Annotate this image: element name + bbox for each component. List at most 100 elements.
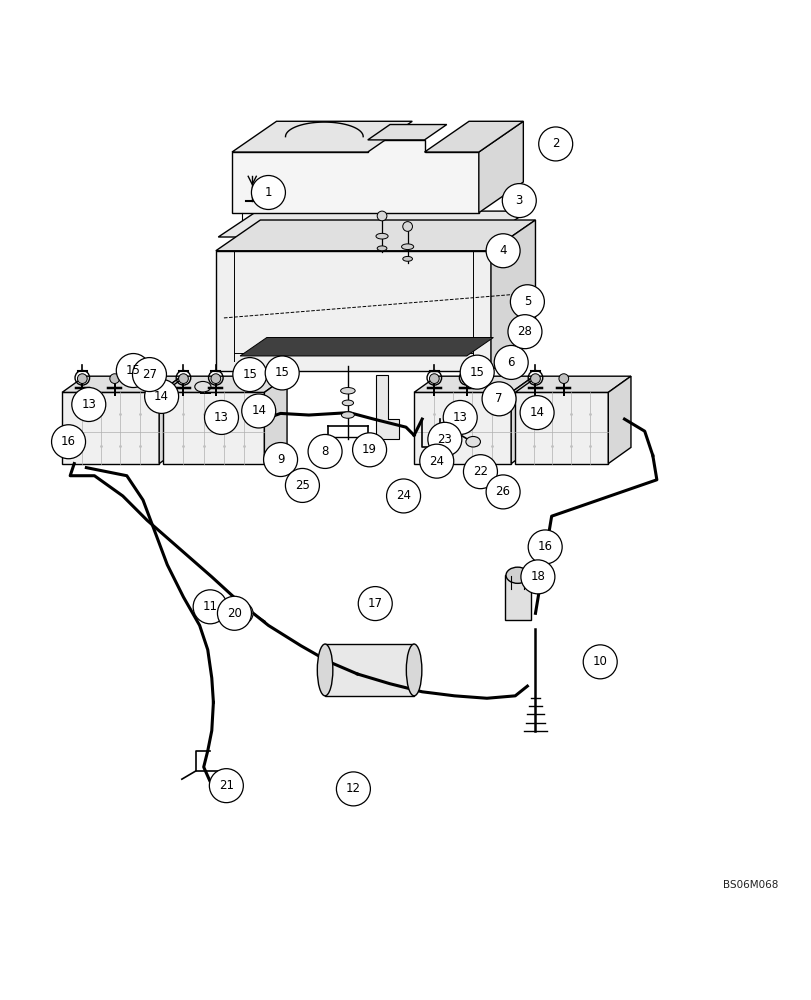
Text: 18: 18 — [530, 570, 545, 583]
Polygon shape — [218, 211, 527, 237]
Circle shape — [132, 358, 166, 392]
Text: 11: 11 — [203, 600, 217, 613]
Text: 16: 16 — [537, 540, 552, 553]
Ellipse shape — [340, 388, 354, 394]
Polygon shape — [264, 376, 287, 464]
Polygon shape — [515, 376, 630, 392]
Polygon shape — [240, 338, 493, 356]
Circle shape — [508, 315, 541, 349]
Ellipse shape — [341, 400, 353, 406]
Circle shape — [521, 560, 554, 594]
Text: 14: 14 — [154, 390, 169, 403]
Polygon shape — [216, 251, 491, 371]
Circle shape — [211, 374, 221, 383]
Circle shape — [386, 479, 420, 513]
Circle shape — [285, 468, 319, 502]
Text: 1: 1 — [264, 186, 272, 199]
Circle shape — [427, 422, 461, 456]
Ellipse shape — [406, 644, 422, 696]
Ellipse shape — [505, 567, 529, 583]
Circle shape — [116, 354, 150, 388]
Polygon shape — [491, 220, 534, 371]
Ellipse shape — [466, 436, 480, 447]
Polygon shape — [163, 376, 287, 392]
Circle shape — [486, 234, 520, 268]
Circle shape — [204, 400, 238, 434]
Circle shape — [233, 358, 267, 392]
Circle shape — [217, 596, 251, 630]
FancyBboxPatch shape — [324, 644, 414, 696]
Polygon shape — [62, 392, 159, 464]
Polygon shape — [367, 125, 446, 140]
Text: 15: 15 — [470, 366, 484, 379]
Polygon shape — [478, 121, 523, 213]
Text: 25: 25 — [294, 479, 310, 492]
Text: 15: 15 — [274, 366, 290, 379]
Polygon shape — [375, 375, 398, 439]
Polygon shape — [216, 220, 534, 251]
Circle shape — [377, 211, 386, 221]
Circle shape — [193, 590, 227, 624]
Circle shape — [217, 773, 233, 789]
Circle shape — [460, 355, 494, 389]
Circle shape — [419, 444, 453, 478]
Text: 22: 22 — [472, 465, 487, 478]
Circle shape — [520, 396, 553, 430]
Text: 23: 23 — [437, 433, 452, 446]
Circle shape — [510, 285, 543, 319]
Circle shape — [352, 433, 386, 467]
Text: 17: 17 — [367, 597, 382, 610]
Text: 16: 16 — [61, 435, 76, 448]
Circle shape — [582, 645, 616, 679]
Ellipse shape — [402, 256, 412, 261]
Text: 3: 3 — [515, 194, 522, 207]
Circle shape — [486, 475, 520, 509]
Text: 27: 27 — [142, 368, 157, 381]
Circle shape — [109, 374, 119, 383]
Text: 13: 13 — [214, 411, 229, 424]
Circle shape — [461, 374, 471, 383]
Text: 10: 10 — [592, 655, 607, 668]
Circle shape — [144, 379, 178, 413]
Circle shape — [402, 222, 412, 231]
FancyBboxPatch shape — [504, 575, 530, 620]
Ellipse shape — [377, 246, 386, 251]
Circle shape — [178, 374, 188, 383]
Text: 5: 5 — [523, 295, 530, 308]
Circle shape — [527, 530, 561, 564]
Circle shape — [251, 176, 285, 209]
Circle shape — [307, 434, 341, 468]
Text: 24: 24 — [396, 489, 410, 502]
Ellipse shape — [341, 412, 354, 418]
Text: 13: 13 — [453, 411, 467, 424]
Text: BS06M068: BS06M068 — [722, 880, 777, 890]
Text: 12: 12 — [345, 782, 360, 795]
Circle shape — [502, 184, 535, 218]
Text: 14: 14 — [529, 406, 544, 419]
Ellipse shape — [317, 644, 333, 696]
Text: 21: 21 — [219, 779, 234, 792]
Ellipse shape — [375, 233, 388, 239]
Circle shape — [264, 443, 297, 477]
Text: 8: 8 — [321, 445, 328, 458]
Circle shape — [530, 374, 539, 383]
Circle shape — [336, 772, 370, 806]
Polygon shape — [163, 392, 264, 464]
Polygon shape — [515, 392, 607, 464]
Circle shape — [51, 425, 85, 459]
Text: 13: 13 — [81, 398, 97, 411]
Text: 14: 14 — [251, 404, 266, 417]
Polygon shape — [159, 376, 182, 464]
Polygon shape — [232, 140, 478, 213]
Circle shape — [463, 455, 497, 489]
Text: 7: 7 — [495, 392, 502, 405]
Circle shape — [232, 603, 253, 624]
Polygon shape — [232, 121, 412, 152]
Polygon shape — [607, 376, 630, 464]
Polygon shape — [62, 376, 182, 392]
Text: 2: 2 — [551, 137, 559, 150]
Circle shape — [209, 769, 243, 803]
Ellipse shape — [195, 381, 211, 392]
Circle shape — [77, 374, 87, 383]
Circle shape — [558, 374, 568, 383]
